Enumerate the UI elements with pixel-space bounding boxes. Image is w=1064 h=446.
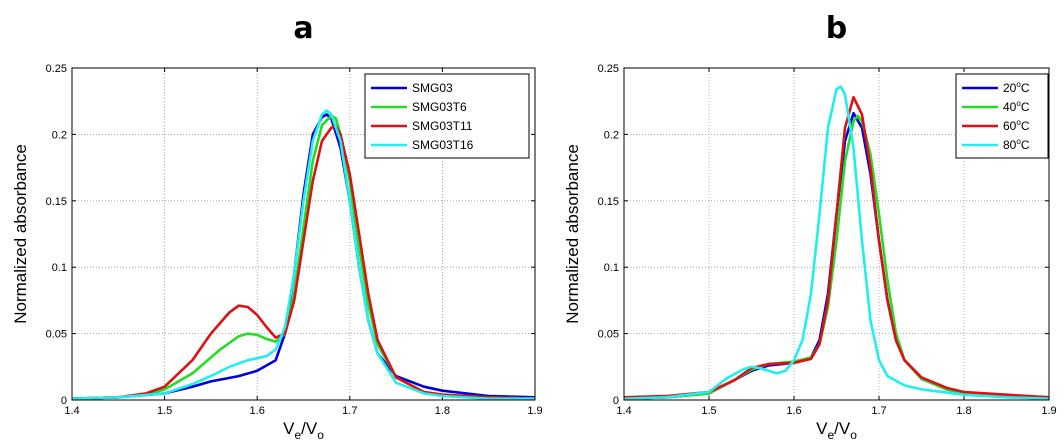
y-tick-label: 0.15: [598, 196, 619, 208]
x-label-main2: V: [306, 419, 318, 438]
axes-box: [623, 67, 1050, 401]
y-tick-label: 0.2: [604, 129, 619, 141]
legend-label-num: 60: [1003, 119, 1017, 133]
x-tick-label: 1.7: [871, 405, 886, 417]
x-label-sub: e: [294, 428, 301, 442]
legend-label: SMG03T16: [412, 138, 474, 152]
x-label-sep: /: [301, 419, 306, 438]
x-tick-label: 1.9: [527, 405, 542, 417]
legend-label-unit: C: [1021, 100, 1030, 114]
x-tick-label: 1.4: [64, 405, 79, 417]
x-axis-label: Ve/Vo: [816, 419, 857, 442]
y-tick-label: 0.2: [52, 129, 67, 141]
legend-label-sup: o: [1016, 80, 1021, 89]
x-label-sub: e: [827, 428, 834, 442]
x-label-main2: V: [839, 419, 851, 438]
panel-b: b 1.4 1.5 1.6 1.7 1.8 1.9 0 0.05 0.1 0.15 0.2 0.25 No…: [563, 11, 1057, 442]
y-axis-label: Normalized absorbance: [563, 144, 582, 324]
y-tick-label: 0.25: [598, 63, 619, 75]
legend-label-sup: o: [1016, 118, 1021, 127]
x-label-main: V: [283, 419, 295, 438]
legend-label: SMG03T6: [412, 100, 467, 114]
legend-label: 20oC: [1003, 80, 1030, 95]
legend-label-num: 40: [1003, 100, 1017, 114]
x-axis-label: Ve/Vo: [283, 419, 324, 442]
x-label-main: V: [816, 419, 828, 438]
legend-label-num: 20: [1003, 81, 1017, 95]
series-group: [624, 85, 1049, 400]
series-line-80oC: [624, 85, 1049, 400]
y-tick-label: 0: [613, 395, 619, 407]
x-tick-label: 1.4: [616, 405, 631, 417]
y-tick-label: 0.15: [46, 196, 67, 208]
x-label-sep: /: [834, 419, 839, 438]
y-tick-label: 0.25: [46, 63, 67, 75]
x-tick-label: 1.7: [342, 405, 357, 417]
legend-label-sup: o: [1016, 99, 1021, 108]
x-label-sub2: o: [850, 428, 857, 442]
series-line-SMG03T16: [72, 109, 535, 400]
legend-label-unit: C: [1021, 81, 1030, 95]
x-tick-label: 1.9: [1041, 405, 1056, 417]
x-tick-label: 1.8: [956, 405, 971, 417]
x-tick-label: 1.5: [701, 405, 716, 417]
x-tick-label: 1.6: [786, 405, 801, 417]
y-tick-label: 0.05: [598, 329, 619, 341]
y-tick-label: 0.1: [52, 262, 67, 274]
y-tick-label: 0.1: [604, 262, 619, 274]
legend-label: SMG03T11: [412, 119, 473, 133]
y-tick-label: 0: [61, 395, 67, 407]
panel-title: b: [826, 11, 847, 46]
y-tick-label: 0.05: [46, 329, 67, 341]
series-line-60oC: [624, 95, 1049, 399]
legend-label-num: 80: [1003, 138, 1017, 152]
legend-label-unit: C: [1021, 119, 1030, 133]
x-tick-label: 1.8: [435, 405, 450, 417]
x-tick-label: 1.5: [157, 405, 172, 417]
series-line-SMG03T11: [72, 125, 535, 400]
panel-a: a 1.4 1.5 1.6 1.7 1.8 1.9 0 0.05 0.1 0.15 0.2 0.25 No…: [11, 11, 543, 442]
legend-label-sup: o: [1016, 137, 1021, 146]
legend-label: 40oC: [1003, 99, 1030, 114]
series-group: [72, 109, 535, 400]
legend-label: 80oC: [1003, 137, 1030, 152]
x-tick-label: 1.6: [250, 405, 265, 417]
legend-label: SMG03: [412, 81, 453, 95]
legend: SMG03 SMG03T6 SMG03T11 SMG03T16: [364, 73, 530, 159]
y-axis-label: Normalized absorbance: [11, 144, 30, 324]
x-label-sub2: o: [317, 428, 324, 442]
legend-label: 60oC: [1003, 118, 1030, 133]
axes-box: [71, 67, 536, 401]
panel-title: a: [293, 11, 313, 46]
legend-label-unit: C: [1021, 138, 1030, 152]
